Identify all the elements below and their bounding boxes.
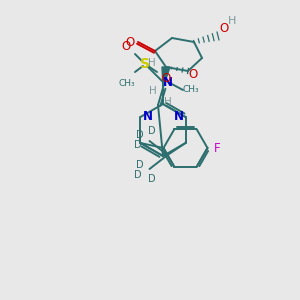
Text: N: N	[173, 110, 184, 124]
Text: D: D	[148, 174, 155, 184]
Text: H: H	[148, 58, 156, 68]
Text: CH₃: CH₃	[183, 85, 199, 94]
Text: O: O	[219, 22, 229, 34]
Text: H: H	[164, 97, 172, 107]
Text: H: H	[228, 16, 236, 26]
Text: O: O	[122, 40, 130, 52]
Text: D: D	[136, 160, 143, 170]
Text: D: D	[136, 130, 143, 140]
Text: S: S	[140, 57, 150, 71]
Text: F: F	[214, 142, 221, 154]
Text: H: H	[149, 86, 157, 96]
Text: N: N	[163, 76, 173, 88]
Text: O: O	[125, 35, 135, 49]
Text: D: D	[134, 140, 141, 150]
Text: O: O	[188, 68, 198, 82]
Text: N: N	[142, 110, 152, 124]
Text: CH₃: CH₃	[119, 79, 135, 88]
Text: D: D	[134, 170, 141, 180]
Text: D: D	[148, 126, 155, 136]
Polygon shape	[162, 67, 170, 88]
Text: O: O	[161, 73, 171, 85]
